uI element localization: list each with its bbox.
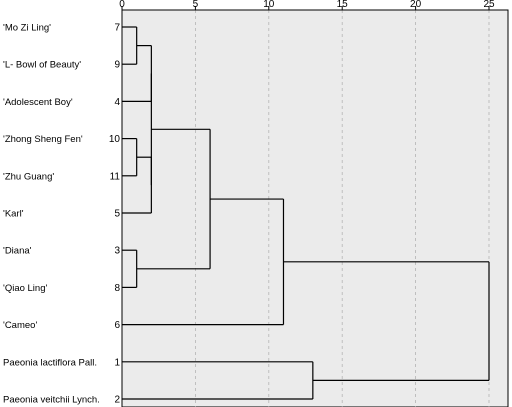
leaf-label: Paeonia veitchii Lynch. (3, 395, 100, 406)
case-number: 3 (114, 246, 120, 257)
leaf-label: 'Diana' (3, 246, 32, 257)
leaf-label: 'Adolescent Boy' (3, 97, 73, 108)
leaf-label: 'Mo Zi Ling' (3, 23, 51, 34)
dendrogram-branches (122, 26, 490, 400)
x-axis: 0 5 10 15 20 25 (119, 0, 508, 11)
x-tick-label: 0 (119, 0, 125, 10)
case-numbers: 7 9 4 10 11 5 3 8 6 1 2 (109, 23, 121, 406)
case-number: 11 (110, 171, 121, 182)
leaf-label: Paeonia lactiflora Pall. (3, 357, 97, 368)
case-number: 2 (114, 395, 120, 406)
x-tick-label: 25 (483, 0, 495, 10)
leaf-label: 'L- Bowl of Beauty' (3, 60, 81, 71)
case-number: 4 (114, 97, 120, 108)
x-tick-label: 5 (193, 0, 199, 10)
x-tick-label: 20 (410, 0, 422, 10)
leaf-label: 'Zhong Sheng Fen' (3, 134, 83, 145)
case-number: 6 (114, 320, 120, 331)
x-tick-label: 15 (337, 0, 349, 10)
leaf-label: 'Karl' (3, 209, 24, 220)
case-number: 7 (114, 23, 120, 34)
case-number: 9 (114, 60, 120, 71)
x-tick-label: 10 (263, 0, 275, 10)
leaf-label: 'Zhu Guang' (3, 171, 54, 182)
grid-lines (194, 10, 490, 407)
plot-background (121, 9, 509, 407)
leaf-label: 'Qiao Ling' (3, 283, 47, 294)
case-number: 1 (114, 357, 120, 368)
case-number: 5 (114, 209, 120, 220)
case-number: 10 (109, 134, 121, 145)
leaf-labels: 'Mo Zi Ling' 'L- Bowl of Beauty' 'Adolesce… (3, 23, 100, 406)
case-number: 8 (114, 283, 120, 294)
leaf-label: 'Cameo' (3, 320, 37, 331)
